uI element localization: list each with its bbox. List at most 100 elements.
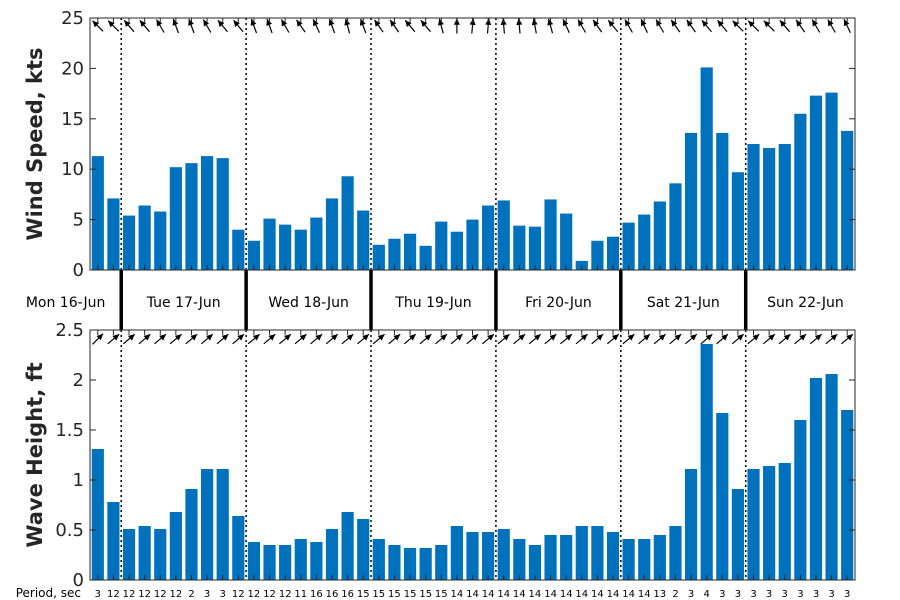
- period-value: 3: [797, 589, 803, 600]
- wave-bar: [279, 545, 292, 580]
- wave-bar: [575, 526, 588, 580]
- wind-direction-arrow: [592, 19, 603, 33]
- wave-bar: [731, 489, 744, 580]
- wave-bar: [684, 469, 698, 580]
- period-value: 3: [813, 589, 819, 600]
- period-value: 12: [232, 589, 245, 600]
- wind-direction-arrow: [843, 18, 851, 34]
- wave-bar: [154, 529, 167, 580]
- wind-bar: [294, 229, 307, 270]
- wind-direction-arrow: [717, 19, 728, 33]
- wind-direction-arrow: [670, 19, 681, 33]
- wind-direction-arrow: [607, 19, 619, 33]
- wind-direction-arrow: [811, 19, 821, 33]
- wave-direction-arrow: [497, 333, 510, 345]
- period-value: 3: [844, 589, 850, 600]
- wave-bar: [435, 545, 448, 580]
- wind-direction-arrow: [420, 19, 431, 33]
- wind-bar: [825, 92, 838, 270]
- wind-bar: [841, 130, 854, 270]
- wave-bar: [232, 516, 245, 580]
- wave-direction-arrow: [794, 333, 807, 345]
- period-value: 14: [482, 589, 495, 600]
- wind-bar: [747, 144, 760, 270]
- wind-bar: [154, 211, 167, 270]
- wind-direction-arrow: [123, 19, 135, 33]
- wind-bar: [528, 226, 542, 270]
- period-value: 14: [622, 589, 635, 600]
- wave-bar: [247, 542, 261, 580]
- wind-direction-arrow: [686, 19, 696, 33]
- wind-bar: [325, 198, 339, 270]
- wind-bar: [91, 156, 104, 270]
- wave-y-tick-label: 1: [73, 470, 84, 491]
- wind-y-tick-label: 0: [73, 260, 84, 281]
- wind-bar: [216, 158, 229, 270]
- wave-direction-arrow: [528, 333, 542, 345]
- wind-y-tick-label: 25: [61, 8, 84, 29]
- wind-direction-arrow: [624, 19, 633, 33]
- wind-bar: [185, 163, 198, 270]
- day-label: Thu 19-Jun: [394, 295, 471, 311]
- wave-bar: [513, 539, 526, 580]
- wind-bar: [169, 167, 182, 270]
- period-value: 14: [638, 589, 651, 600]
- period-value: 3: [220, 589, 226, 600]
- wind-bar: [341, 176, 354, 270]
- period-value: 2: [188, 589, 194, 600]
- day-label: Sun 22-Jun: [767, 295, 844, 311]
- period-value: 12: [123, 589, 136, 600]
- wave-bar: [169, 512, 182, 580]
- wave-direction-arrow: [185, 333, 198, 345]
- wind-bar: [388, 238, 401, 270]
- wave-bar: [622, 539, 635, 580]
- wave-bar: [560, 535, 573, 580]
- wave-direction-arrow: [232, 333, 245, 345]
- wind-direction-arrow: [280, 19, 290, 33]
- wave-direction-arrow: [700, 333, 713, 345]
- wave-direction-arrows: [92, 333, 854, 345]
- wave-bar: [841, 410, 854, 580]
- wave-bar: [310, 542, 323, 580]
- wave-y-axis: 0 0.5 1 1.5 2 2.5: [55, 320, 855, 591]
- wave-bar: [528, 545, 542, 580]
- wave-direction-arrow: [575, 333, 588, 345]
- wave-y-tick-label: 2: [73, 370, 84, 391]
- period-value: 15: [419, 589, 432, 600]
- wind-bar: [247, 240, 261, 270]
- wave-direction-arrow: [263, 333, 276, 345]
- period-value: 3: [828, 589, 834, 600]
- period-value: 14: [451, 589, 464, 600]
- wave-direction-arrow: [653, 333, 666, 345]
- period-value: 3: [95, 589, 101, 600]
- wind-direction-arrow: [779, 19, 791, 33]
- wind-bar: [684, 132, 698, 270]
- wave-bar: [372, 539, 385, 580]
- wind-bar: [435, 221, 448, 270]
- wave-direction-arrow: [606, 333, 620, 345]
- period-value: 14: [497, 589, 510, 600]
- wind-direction-arrow: [763, 20, 775, 32]
- wind-bar: [310, 217, 323, 270]
- wind-day-dividers: [120, 18, 747, 270]
- wind-bar: [669, 183, 682, 270]
- wind-bar: [122, 215, 136, 270]
- period-value: 16: [326, 589, 339, 600]
- wave-direction-arrow: [435, 333, 448, 345]
- wind-bar: [513, 225, 526, 270]
- wave-direction-arrow: [560, 333, 573, 345]
- wind-direction-arrow: [296, 19, 306, 33]
- wind-bar: [700, 67, 713, 270]
- period-row-label: Period, sec: [16, 586, 81, 600]
- period-value: 15: [357, 589, 370, 600]
- wind-bar: [716, 132, 729, 270]
- wind-bar: [419, 245, 432, 270]
- wave-bar: [419, 548, 432, 580]
- wave-direction-arrow: [325, 333, 339, 345]
- day-label: Sat 21-Jun: [647, 295, 720, 311]
- period-value: 12: [138, 589, 151, 600]
- wave-bar: [638, 539, 651, 580]
- wave-direction-arrow: [310, 333, 323, 345]
- wave-direction-arrow: [403, 333, 417, 345]
